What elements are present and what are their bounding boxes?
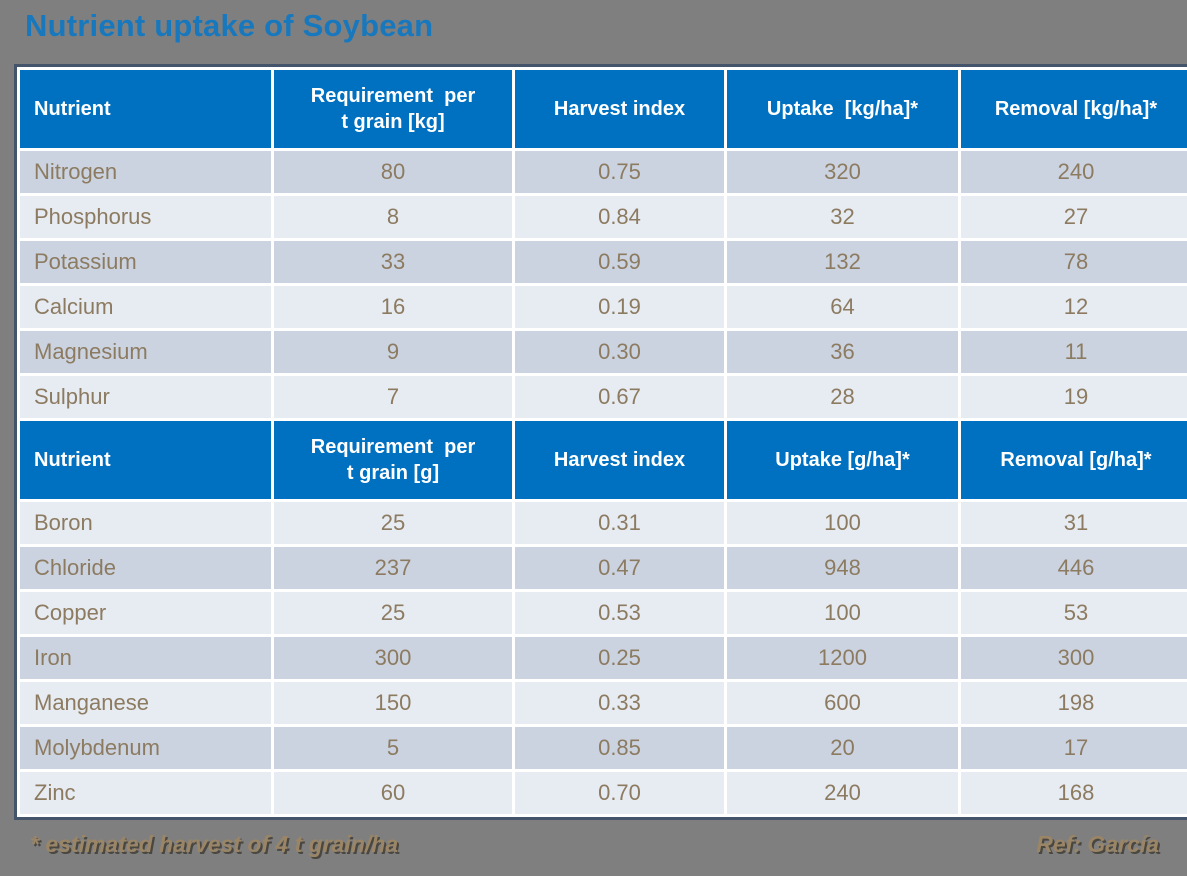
cell: 78 — [961, 241, 1187, 283]
cell: 0.33 — [515, 682, 724, 724]
cell: 237 — [274, 547, 512, 589]
header-row-micronutrients: Nutrient Requirement per t grain [g] Har… — [20, 421, 1187, 499]
row-label: Potassium — [20, 241, 271, 283]
table-row: Iron 300 0.25 1200 300 — [20, 637, 1187, 679]
table-row: Manganese 150 0.33 600 198 — [20, 682, 1187, 724]
cell: 36 — [727, 331, 958, 373]
cell: 25 — [274, 592, 512, 634]
cell: 0.67 — [515, 376, 724, 418]
nutrient-uptake-table-wrap: Nutrient Requirement per t grain [kg] Ha… — [14, 64, 1187, 820]
cell: 17 — [961, 727, 1187, 769]
header-cell-uptake: Uptake [kg/ha]* — [727, 70, 958, 148]
header-cell-nutrient: Nutrient — [20, 70, 271, 148]
cell: 31 — [961, 502, 1187, 544]
table-row: Sulphur 7 0.67 28 19 — [20, 376, 1187, 418]
cell: 446 — [961, 547, 1187, 589]
row-label: Zinc — [20, 772, 271, 814]
row-label: Iron — [20, 637, 271, 679]
cell: 100 — [727, 502, 958, 544]
cell: 7 — [274, 376, 512, 418]
table-row: Nitrogen 80 0.75 320 240 — [20, 151, 1187, 193]
cell: 150 — [274, 682, 512, 724]
cell: 53 — [961, 592, 1187, 634]
cell: 0.85 — [515, 727, 724, 769]
cell: 948 — [727, 547, 958, 589]
cell: 168 — [961, 772, 1187, 814]
cell: 300 — [961, 637, 1187, 679]
row-label: Copper — [20, 592, 271, 634]
header-row-macronutrients: Nutrient Requirement per t grain [kg] Ha… — [20, 70, 1187, 148]
header-cell-uptake: Uptake [g/ha]* — [727, 421, 958, 499]
header-cell-removal: Removal [kg/ha]* — [961, 70, 1187, 148]
cell: 12 — [961, 286, 1187, 328]
row-label: Sulphur — [20, 376, 271, 418]
table-row: Chloride 237 0.47 948 446 — [20, 547, 1187, 589]
row-label: Molybdenum — [20, 727, 271, 769]
cell: 9 — [274, 331, 512, 373]
row-label: Boron — [20, 502, 271, 544]
cell: 8 — [274, 196, 512, 238]
header-cell-harvest-index: Harvest index — [515, 421, 724, 499]
cell: 80 — [274, 151, 512, 193]
cell: 60 — [274, 772, 512, 814]
row-label: Phosphorus — [20, 196, 271, 238]
cell: 0.75 — [515, 151, 724, 193]
cell: 0.70 — [515, 772, 724, 814]
header-cell-removal: Removal [g/ha]* — [961, 421, 1187, 499]
cell: 27 — [961, 196, 1187, 238]
cell: 5 — [274, 727, 512, 769]
table-row: Magnesium 9 0.30 36 11 — [20, 331, 1187, 373]
cell: 320 — [727, 151, 958, 193]
table-row: Phosphorus 8 0.84 32 27 — [20, 196, 1187, 238]
cell: 11 — [961, 331, 1187, 373]
cell: 300 — [274, 637, 512, 679]
cell: 64 — [727, 286, 958, 328]
row-label: Manganese — [20, 682, 271, 724]
slide-title: Nutrient uptake of Soybean — [25, 8, 434, 43]
cell: 0.53 — [515, 592, 724, 634]
header-cell-nutrient: Nutrient — [20, 421, 271, 499]
table-row: Zinc 60 0.70 240 168 — [20, 772, 1187, 814]
row-label: Magnesium — [20, 331, 271, 373]
header-cell-harvest-index: Harvest index — [515, 70, 724, 148]
cell: 28 — [727, 376, 958, 418]
cell: 33 — [274, 241, 512, 283]
cell: 100 — [727, 592, 958, 634]
cell: 198 — [961, 682, 1187, 724]
table-row: Molybdenum 5 0.85 20 17 — [20, 727, 1187, 769]
cell: 132 — [727, 241, 958, 283]
cell: 25 — [274, 502, 512, 544]
cell: 1200 — [727, 637, 958, 679]
table-row: Boron 25 0.31 100 31 — [20, 502, 1187, 544]
row-label: Nitrogen — [20, 151, 271, 193]
reference: Ref: García — [1036, 831, 1159, 857]
cell: 0.30 — [515, 331, 724, 373]
header-cell-requirement: Requirement per t grain [g] — [274, 421, 512, 499]
cell: 600 — [727, 682, 958, 724]
table-row: Potassium 33 0.59 132 78 — [20, 241, 1187, 283]
row-label: Chloride — [20, 547, 271, 589]
cell: 0.31 — [515, 502, 724, 544]
nutrient-uptake-table: Nutrient Requirement per t grain [kg] Ha… — [14, 64, 1187, 820]
cell: 16 — [274, 286, 512, 328]
row-label: Calcium — [20, 286, 271, 328]
footnote: * estimated harvest of 4 t grain/ha — [30, 831, 399, 857]
table-row: Copper 25 0.53 100 53 — [20, 592, 1187, 634]
header-cell-requirement: Requirement per t grain [kg] — [274, 70, 512, 148]
cell: 0.84 — [515, 196, 724, 238]
cell: 19 — [961, 376, 1187, 418]
cell: 0.19 — [515, 286, 724, 328]
cell: 20 — [727, 727, 958, 769]
cell: 0.47 — [515, 547, 724, 589]
cell: 0.59 — [515, 241, 724, 283]
cell: 240 — [961, 151, 1187, 193]
cell: 240 — [727, 772, 958, 814]
cell: 32 — [727, 196, 958, 238]
cell: 0.25 — [515, 637, 724, 679]
table-row: Calcium 16 0.19 64 12 — [20, 286, 1187, 328]
